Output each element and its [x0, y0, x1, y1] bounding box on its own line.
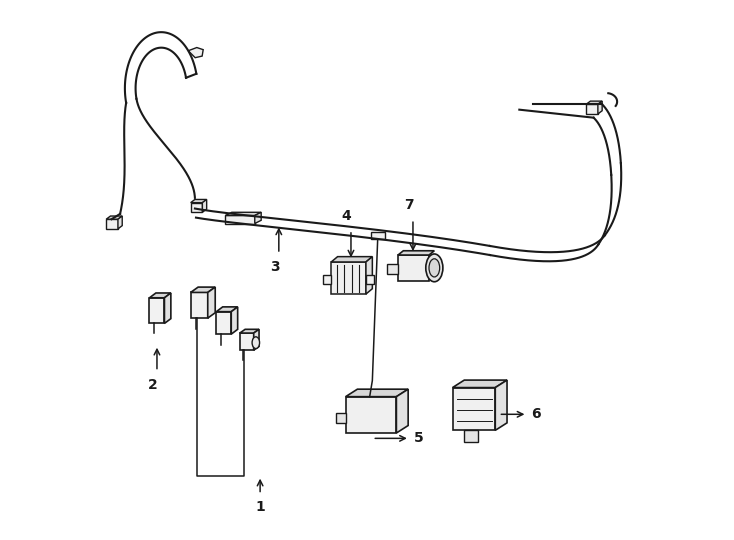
Text: 3: 3	[270, 260, 280, 274]
Ellipse shape	[426, 254, 443, 282]
Polygon shape	[388, 264, 398, 274]
Polygon shape	[586, 101, 602, 104]
Polygon shape	[225, 212, 261, 215]
Polygon shape	[240, 329, 259, 333]
Polygon shape	[398, 255, 429, 281]
Polygon shape	[254, 329, 259, 350]
Polygon shape	[188, 48, 203, 58]
Polygon shape	[225, 215, 255, 224]
Polygon shape	[453, 388, 495, 430]
Polygon shape	[118, 216, 123, 229]
Polygon shape	[495, 380, 507, 430]
Polygon shape	[106, 219, 118, 229]
Polygon shape	[150, 298, 164, 323]
Polygon shape	[366, 256, 372, 294]
Polygon shape	[191, 199, 207, 202]
Polygon shape	[323, 275, 331, 285]
Polygon shape	[366, 275, 374, 285]
Polygon shape	[255, 212, 261, 224]
Polygon shape	[453, 380, 507, 388]
Text: 5: 5	[414, 431, 424, 446]
Polygon shape	[331, 262, 366, 294]
Polygon shape	[191, 287, 215, 293]
Text: 4: 4	[342, 209, 352, 223]
Polygon shape	[217, 307, 238, 312]
Polygon shape	[336, 413, 346, 423]
Polygon shape	[217, 312, 231, 334]
Polygon shape	[371, 232, 385, 239]
Polygon shape	[191, 202, 203, 212]
Polygon shape	[346, 397, 396, 433]
Polygon shape	[240, 333, 254, 350]
Polygon shape	[150, 293, 171, 298]
Polygon shape	[331, 256, 372, 262]
Polygon shape	[106, 216, 123, 219]
Polygon shape	[203, 199, 207, 212]
Polygon shape	[346, 389, 408, 397]
Ellipse shape	[252, 337, 260, 348]
Polygon shape	[586, 104, 598, 114]
Polygon shape	[598, 101, 602, 114]
Polygon shape	[164, 293, 171, 323]
Polygon shape	[398, 251, 435, 255]
Polygon shape	[231, 307, 238, 334]
Text: 6: 6	[531, 407, 541, 421]
Text: 2: 2	[148, 378, 158, 392]
Polygon shape	[465, 430, 478, 442]
Polygon shape	[396, 389, 408, 433]
Polygon shape	[191, 293, 208, 318]
Text: 7: 7	[404, 198, 413, 212]
Ellipse shape	[429, 259, 440, 277]
Text: 1: 1	[255, 500, 265, 514]
Polygon shape	[208, 287, 215, 318]
